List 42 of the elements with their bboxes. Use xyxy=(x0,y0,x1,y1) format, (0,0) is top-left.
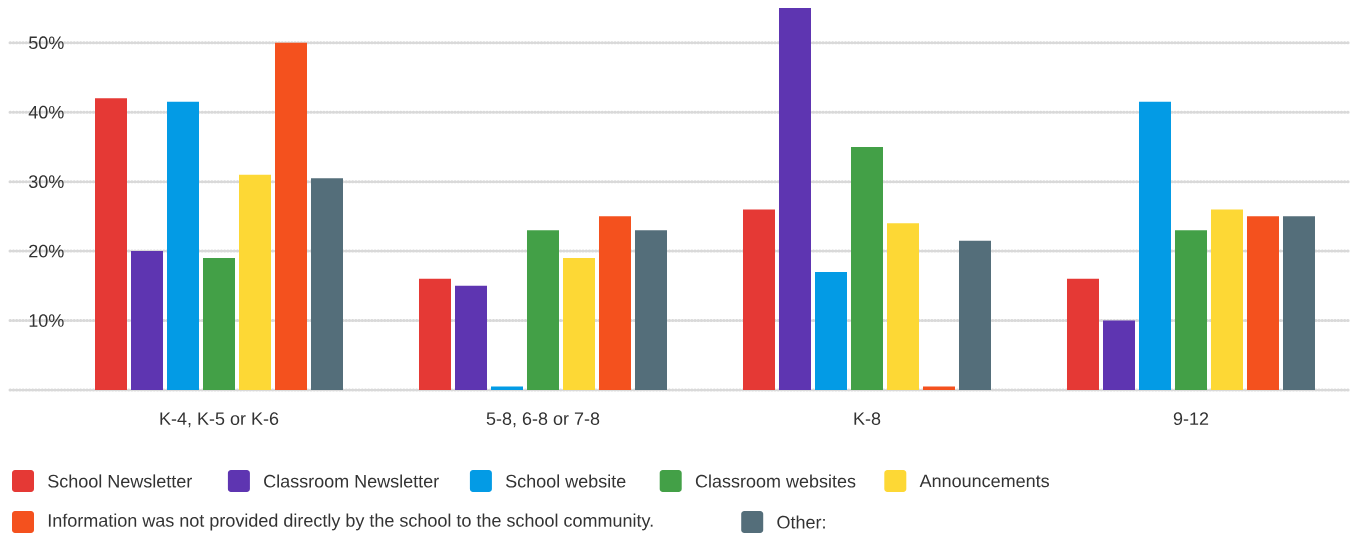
legend-label: Information was not provided directly by the school to the school community. xyxy=(48,513,653,531)
bar xyxy=(455,285,487,390)
bar xyxy=(311,178,343,390)
bar xyxy=(779,8,811,390)
bar xyxy=(743,209,775,390)
bar xyxy=(1210,209,1243,390)
legend-label: Classroom Newsletter xyxy=(264,474,439,488)
bar xyxy=(1138,101,1171,390)
x-tick-label: K-8 xyxy=(854,412,881,425)
bar xyxy=(1246,216,1279,390)
y-tick-label: 10% xyxy=(29,314,64,327)
bar xyxy=(95,98,127,390)
bar xyxy=(635,230,667,390)
legend-label: Classroom websites xyxy=(695,474,856,488)
y-tick-label: 40% xyxy=(28,105,64,119)
bar xyxy=(563,258,595,390)
bar xyxy=(1067,278,1099,390)
bar xyxy=(887,223,919,390)
bar xyxy=(419,278,451,390)
legend-label: School website xyxy=(505,474,626,488)
legend-label: Other: xyxy=(777,515,825,529)
bar xyxy=(958,240,991,390)
bar xyxy=(1282,216,1315,390)
x-tick-label: 9-12 xyxy=(1173,412,1209,425)
bar xyxy=(1174,230,1207,390)
bar xyxy=(203,258,235,390)
x-tick-label: K-4, K-5 or K-6 xyxy=(160,412,279,428)
bar xyxy=(239,174,271,390)
y-tick-label: 20% xyxy=(29,244,64,258)
bar xyxy=(815,271,847,390)
bar xyxy=(527,230,559,390)
bar xyxy=(851,146,883,390)
legend-label: School Newsletter xyxy=(48,474,192,488)
bar xyxy=(167,101,199,390)
bar xyxy=(1103,320,1135,390)
x-tick-label: 5-8, 6-8 or 7-8 xyxy=(486,412,600,428)
bar xyxy=(599,216,631,390)
bar xyxy=(131,251,164,390)
bar xyxy=(275,42,307,390)
y-tick-label: 50% xyxy=(28,36,64,50)
y-tick-label: 30% xyxy=(28,175,64,188)
legend-label: Announcements xyxy=(919,474,1049,488)
